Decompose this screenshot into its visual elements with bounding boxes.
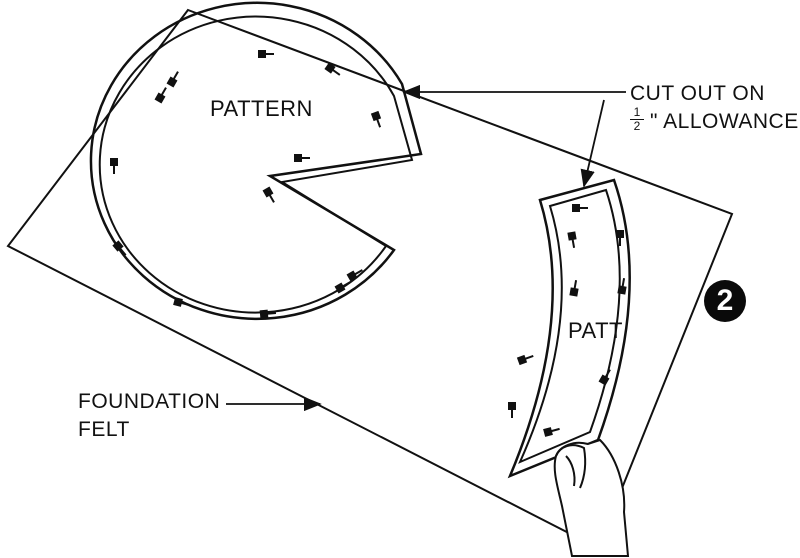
curved-pattern-pins xyxy=(508,204,627,437)
pin xyxy=(346,269,363,282)
round-pattern-outer-outline xyxy=(89,1,423,321)
pin xyxy=(334,281,351,294)
pin xyxy=(572,204,588,212)
pin xyxy=(370,110,382,128)
round-pattern-pins xyxy=(110,50,382,319)
round-pattern-inner-outline xyxy=(98,15,414,314)
pin xyxy=(262,186,275,203)
pin xyxy=(173,297,190,307)
foundation-label-line2: FELT xyxy=(78,418,130,441)
cut-out-label-line2: " ALLOWANCE xyxy=(650,110,799,133)
pin xyxy=(294,154,310,162)
round-pattern xyxy=(89,1,423,321)
curved-pattern-label: PATT xyxy=(568,318,623,343)
round-pattern-label: PATTERN xyxy=(210,96,313,121)
step-number-badge: 2 xyxy=(704,280,746,322)
half-inch-fraction: 1 2 xyxy=(630,106,644,133)
pin xyxy=(598,369,611,386)
pin xyxy=(259,309,277,319)
pin xyxy=(616,230,624,246)
pin xyxy=(110,158,118,174)
fraction-denominator: 2 xyxy=(633,119,641,133)
callout-arrows xyxy=(226,84,626,412)
pin xyxy=(508,402,516,418)
pin xyxy=(516,354,534,366)
pin xyxy=(258,50,274,58)
curved-pattern-inner-outline xyxy=(518,188,621,464)
foundation-label-line1: FOUNDATION xyxy=(78,390,221,413)
cut-out-arrow-to-curved xyxy=(580,99,605,188)
pin xyxy=(166,71,179,88)
pin xyxy=(543,427,560,437)
fraction-numerator: 1 xyxy=(630,106,644,120)
hand-illustration xyxy=(553,438,630,557)
cut-out-label-line1: CUT OUT ON xyxy=(630,82,765,105)
pin xyxy=(154,87,167,104)
pin xyxy=(569,280,579,297)
pin xyxy=(324,62,341,76)
pin xyxy=(617,278,627,295)
pin xyxy=(567,231,577,248)
pin xyxy=(112,240,127,256)
